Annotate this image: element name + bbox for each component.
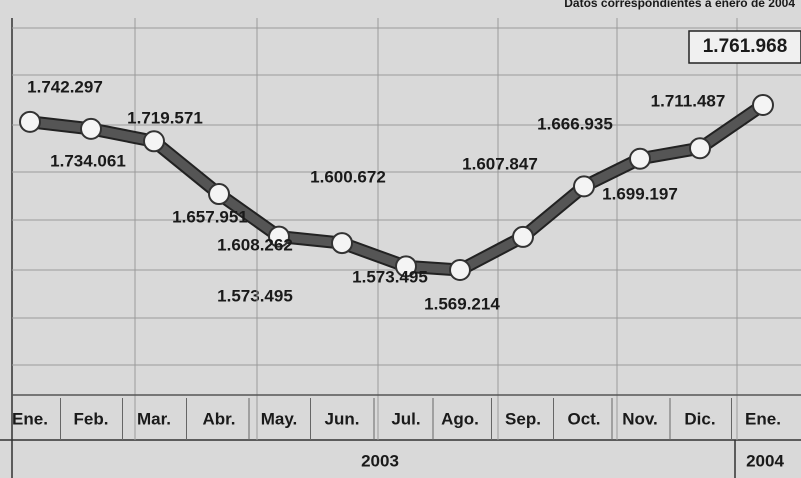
data-label: 1.742.297 xyxy=(27,77,103,96)
x-tick-label: Jun. xyxy=(325,409,360,428)
x-tick-label: Nov. xyxy=(622,409,658,428)
data-point xyxy=(752,94,774,116)
data-point xyxy=(573,175,595,198)
data-point xyxy=(629,147,651,170)
data-label: 1.569.214 xyxy=(424,294,500,313)
x-tick-label: Dic. xyxy=(684,409,715,428)
data-point xyxy=(143,130,165,153)
data-point xyxy=(19,110,41,133)
data-point xyxy=(331,232,353,255)
x-tick-label: Feb. xyxy=(74,409,109,428)
data-point xyxy=(80,117,102,140)
x-tick-label: Ago. xyxy=(441,409,479,428)
data-point xyxy=(512,225,534,248)
data-point xyxy=(208,183,230,206)
data-label: 1.761.968 xyxy=(703,36,788,57)
data-label: 1.657.951 xyxy=(172,207,248,226)
data-point xyxy=(268,225,290,248)
data-label: 1.607.847 xyxy=(462,154,538,173)
data-label: 1.719.571 xyxy=(127,108,203,127)
data-label: 1.608.262 xyxy=(217,235,293,254)
year-label: 2004 xyxy=(746,451,784,470)
data-label: 1.600.672 xyxy=(310,167,386,186)
data-point xyxy=(449,259,471,281)
data-label: 1.573.495 xyxy=(352,267,428,286)
x-tick-label: Abr. xyxy=(202,409,235,428)
x-tick-label: Oct. xyxy=(567,409,600,428)
data-label: 1.734.061 xyxy=(50,151,126,170)
label-box xyxy=(688,30,801,64)
x-tick-label: Mar. xyxy=(137,409,171,428)
chart-subtitle: Datos correspondientes a enero de 2004 xyxy=(564,0,795,10)
data-label: 1.711.487 xyxy=(651,91,726,110)
data-point xyxy=(395,255,417,278)
x-tick-label: Ene. xyxy=(12,409,48,428)
year-label: 2003 xyxy=(361,451,399,470)
x-tick-label: Jul. xyxy=(391,409,420,428)
x-tick-label: Ene. xyxy=(745,409,781,428)
annotation: 1.573.495 xyxy=(217,286,293,305)
x-tick-label: May. xyxy=(261,409,298,428)
data-label: 1.699.197 xyxy=(602,184,678,203)
data-point xyxy=(689,137,711,160)
x-tick-label: Sep. xyxy=(505,409,541,428)
data-label: 1.666.935 xyxy=(537,114,613,133)
